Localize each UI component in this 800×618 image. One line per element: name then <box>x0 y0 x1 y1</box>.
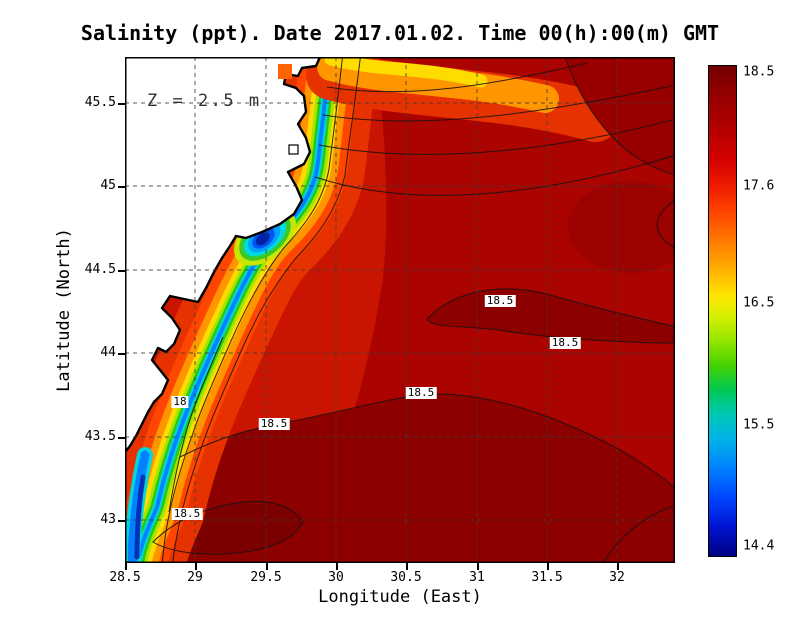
contour-label: 18.5 <box>171 507 203 520</box>
y-tick-label: 45.5 <box>84 95 116 110</box>
y-tick <box>118 353 125 355</box>
contour-label: 18.5 <box>484 294 516 307</box>
x-tick <box>336 563 338 570</box>
y-tick <box>118 270 125 272</box>
orange-square-marker <box>278 64 292 79</box>
y-tick-label: 44 <box>100 345 116 360</box>
colorbar-tick-label: 17.6 <box>743 178 775 194</box>
colorbar-tick-label: 15.5 <box>743 417 775 433</box>
depth-annotation: Z = 2.5 m <box>147 91 262 111</box>
contour-label: 18.5 <box>405 386 437 399</box>
y-tick <box>118 103 125 105</box>
x-tick <box>477 563 479 570</box>
y-tick-label: 44.5 <box>84 262 116 277</box>
x-tick <box>266 563 268 570</box>
x-tick-label: 32 <box>609 570 625 585</box>
plot-title: Salinity (ppt). Date 2017.01.02. Time 00… <box>80 21 720 45</box>
y-axis-label: Latitude (North) <box>54 228 74 392</box>
x-tick <box>125 563 127 570</box>
y-tick <box>118 520 125 522</box>
x-tick-label: 31.5 <box>531 570 563 585</box>
colorbar-tick-label: 16.5 <box>743 295 775 311</box>
x-tick-label: 28.5 <box>109 570 141 585</box>
x-tick-label: 29.5 <box>250 570 282 585</box>
x-tick <box>617 563 619 570</box>
x-tick-label: 29 <box>187 570 203 585</box>
x-tick-label: 30.5 <box>390 570 422 585</box>
colorbar-tick-label: 14.4 <box>743 538 775 554</box>
x-tick <box>406 563 408 570</box>
y-tick-label: 45 <box>100 178 116 193</box>
land-mass <box>125 57 322 454</box>
y-tick-label: 43.5 <box>84 429 116 444</box>
x-tick-label: 31 <box>469 570 485 585</box>
salinity-heatmap-canvas <box>125 57 675 563</box>
plot-area <box>125 57 675 563</box>
coast-white-square-marker <box>288 144 299 155</box>
y-tick <box>118 186 125 188</box>
y-tick-label: 43 <box>100 512 116 527</box>
y-tick <box>118 437 125 439</box>
x-tick <box>195 563 197 570</box>
contour-label: 18.5 <box>258 417 290 430</box>
x-axis-label: Longitude (East) <box>318 587 482 607</box>
contour-label: 18 <box>171 395 189 408</box>
colorbar <box>708 65 737 557</box>
x-tick-label: 30 <box>328 570 344 585</box>
x-tick <box>547 563 549 570</box>
colorbar-tick-label: 18.5 <box>743 64 775 80</box>
contour-label: 18.5 <box>549 336 581 349</box>
